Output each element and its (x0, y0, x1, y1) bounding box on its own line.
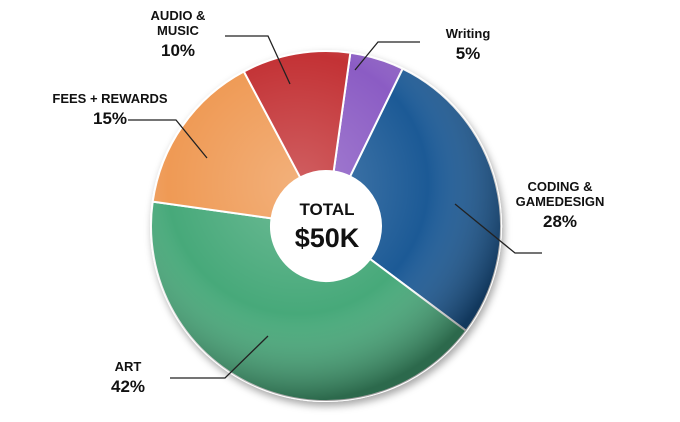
leader-line-3 (170, 335, 269, 379)
slice-label-name: FEES + REWARDS (52, 91, 168, 106)
leader-line-2 (454, 203, 542, 254)
slice-label-percent: 5% (456, 44, 481, 63)
leader-lines (128, 35, 542, 379)
donut-hole (271, 171, 381, 281)
slice-label-name: GAMEDESIGN (516, 194, 605, 209)
center-title: TOTAL (299, 200, 354, 219)
leader-line-4 (128, 119, 208, 159)
slice-label-2: CODING & GAMEDESIGN 28% (516, 179, 605, 231)
leader-line-1 (354, 41, 420, 71)
slice-label-name: CODING & (528, 179, 593, 194)
leader-line-5 (225, 35, 291, 85)
slice-label-5: AUDIO & MUSIC 10% (151, 8, 206, 60)
slice-label-percent: 15% (93, 109, 127, 128)
slice-labels: Writing 5% CODING & GAMEDESIGN 28% ART 42% FEES… (52, 8, 604, 396)
slice-label-name: ART (115, 359, 142, 374)
slice-label-percent: 10% (161, 41, 195, 60)
slice-label-1: Writing 5% (446, 26, 491, 63)
center-total: $50K (295, 223, 360, 253)
slice-label-4: FEES + REWARDS 15% (52, 91, 168, 128)
slice-label-percent: 42% (111, 377, 145, 396)
slice-label-name: Writing (446, 26, 491, 41)
slice-label-3: ART 42% (111, 359, 145, 396)
slice-label-name: AUDIO & (151, 8, 206, 23)
slice-label-percent: 28% (543, 212, 577, 231)
slice-label-name: MUSIC (157, 23, 200, 38)
